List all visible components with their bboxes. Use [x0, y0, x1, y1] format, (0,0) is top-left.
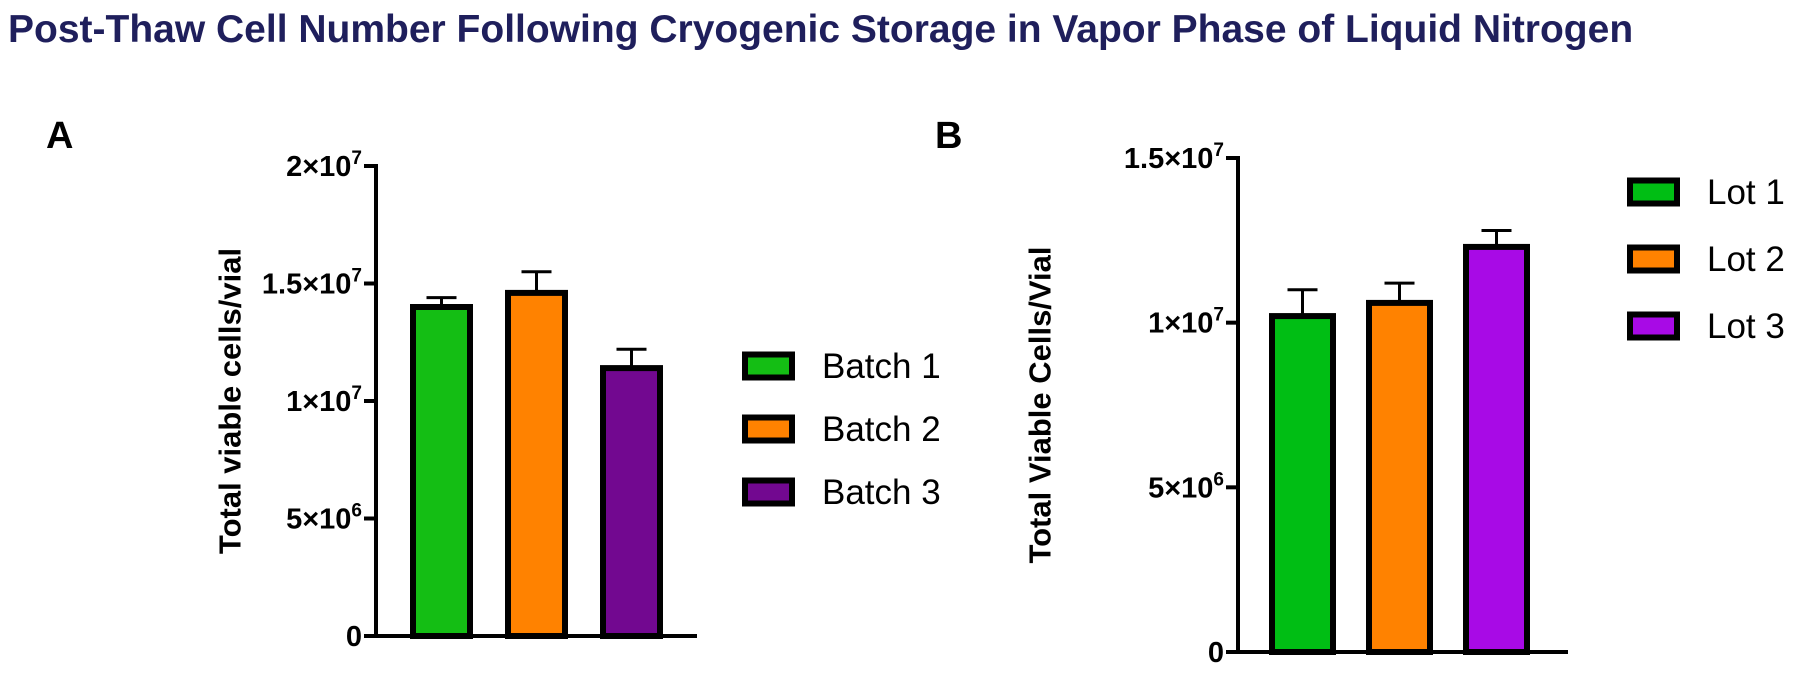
legend-swatch-b-1 [1627, 177, 1680, 207]
legend-label-a-3: Batch 3 [822, 473, 941, 512]
y-tick-label-a-1: 5×106 [286, 501, 362, 536]
y-tick-label-b-0: 0 [1208, 637, 1224, 669]
bar-a-2 [505, 289, 568, 639]
panel-letter-b: B [935, 115, 962, 157]
legend-label-b-1: Lot 1 [1707, 173, 1785, 212]
y-axis-label-a: Total viable cells/vial [213, 248, 248, 554]
y-tick-label-a-0: 0 [346, 621, 362, 653]
page-title: Post-Thaw Cell Number Following Cryogeni… [8, 8, 1634, 51]
panel-b: B Total Viable Cells/Vial 0 5×106 1×107 1.5×1… [935, 115, 1785, 669]
legend-label-a-2: Batch 2 [822, 410, 941, 449]
y-tick-label-b-3: 1.5×107 [1124, 140, 1224, 175]
legend-label-b-2: Lot 2 [1707, 240, 1785, 279]
legend-swatch-a-3 [742, 477, 795, 507]
bar-b-2 [1366, 299, 1433, 655]
legend-swatch-b-2 [1627, 244, 1680, 274]
legend-label-b-3: Lot 3 [1707, 307, 1785, 346]
y-axis-label-b: Total Viable Cells/Vial [1023, 246, 1058, 563]
bar-a-1 [410, 304, 473, 639]
bar-b-1 [1269, 313, 1336, 655]
panel-letter-a: A [46, 115, 73, 157]
bar-b-3 [1463, 243, 1530, 655]
y-tick-label-b-1: 5×106 [1148, 469, 1224, 504]
y-tick-label-a-2: 1×107 [286, 383, 362, 418]
legend-swatch-a-1 [742, 351, 795, 381]
legend-swatch-a-2 [742, 414, 795, 444]
bar-a-3 [600, 365, 663, 639]
legend-label-a-1: Batch 1 [822, 347, 941, 386]
y-tick-label-a-4: 2×107 [286, 148, 362, 183]
panel-a: A Total viable cells/vial 0 5×106 1×107 1.5×1… [46, 115, 941, 653]
legend-swatch-b-3 [1627, 311, 1680, 341]
y-tick-label-a-3: 1.5×107 [262, 266, 362, 301]
y-tick-label-b-2: 1×107 [1148, 305, 1224, 340]
